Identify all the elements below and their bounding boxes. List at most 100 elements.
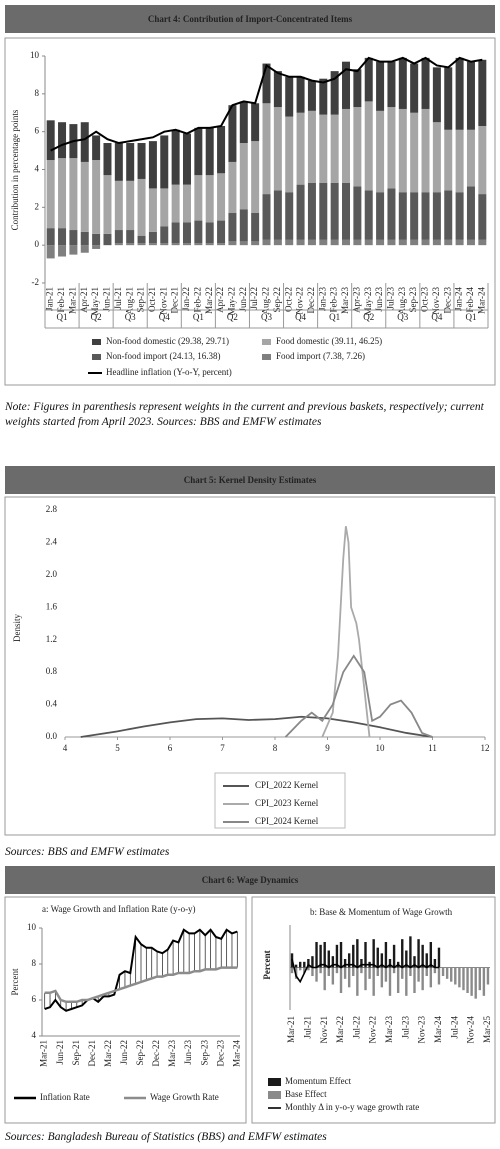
bar bbox=[319, 967, 322, 974]
x-tick-label: Mar-21 bbox=[67, 287, 77, 314]
bar bbox=[323, 967, 326, 991]
bar-segment bbox=[148, 188, 157, 232]
bar bbox=[339, 942, 343, 968]
quarter-label: Q3 bbox=[125, 312, 136, 322]
x-tick-label: Sep-22 bbox=[272, 287, 282, 313]
bar bbox=[392, 944, 396, 968]
bar bbox=[388, 959, 392, 968]
legend-swatch bbox=[268, 1078, 281, 1086]
bar bbox=[441, 967, 445, 976]
bar bbox=[339, 967, 343, 993]
bar bbox=[315, 967, 318, 982]
bar-segment bbox=[171, 184, 180, 223]
x-tick-label: Mar-24 bbox=[433, 1016, 443, 1043]
x-tick-label: Nov-24 bbox=[466, 1016, 476, 1044]
bar-segment bbox=[421, 192, 430, 240]
y-tick-label: 1.2 bbox=[46, 634, 57, 644]
x-tick-label: Nov-23 bbox=[431, 287, 441, 315]
bar-segment bbox=[455, 239, 464, 246]
bar bbox=[315, 942, 318, 968]
bar-segment bbox=[319, 114, 328, 183]
bar-segment bbox=[160, 243, 169, 246]
bar-segment bbox=[410, 239, 419, 246]
x-tick-label: May-23 bbox=[363, 287, 373, 316]
x-tick-label: Jul-22 bbox=[249, 287, 259, 310]
x-tick-label: Jul-21 bbox=[302, 1016, 312, 1039]
bar-segment bbox=[239, 101, 248, 144]
bar-segment bbox=[319, 239, 328, 246]
bar-segment bbox=[80, 245, 89, 253]
y-tick-label: 0.0 bbox=[46, 731, 58, 741]
bar-segment bbox=[444, 239, 453, 246]
x-tick-label: Dec-23 bbox=[215, 1040, 225, 1067]
x-tick-label: Apr-23 bbox=[351, 287, 361, 313]
x-tick-label: Nov-23 bbox=[417, 1016, 427, 1044]
bar bbox=[311, 967, 314, 976]
bar bbox=[319, 944, 322, 968]
x-tick-label: 12 bbox=[481, 743, 490, 753]
bar-segment bbox=[58, 158, 67, 229]
legend-label: Food domestic (39.11, 46.25) bbox=[276, 336, 382, 346]
x-tick-label: Oct-22 bbox=[283, 287, 293, 312]
bar-segment bbox=[319, 182, 328, 240]
bar-segment bbox=[273, 239, 282, 246]
panel bbox=[251, 896, 496, 1124]
bar-segment bbox=[160, 188, 169, 227]
bar-segment bbox=[46, 245, 55, 259]
x-tick-label: Mar-21 bbox=[39, 1040, 49, 1067]
bar-segment bbox=[444, 67, 453, 130]
bar bbox=[445, 967, 449, 979]
y-axis-label: Percent bbox=[10, 968, 20, 995]
y-tick-label: 4 bbox=[35, 164, 40, 174]
bar bbox=[352, 944, 355, 968]
legend-label: Non-food domestic (29.38, 29.71) bbox=[106, 336, 229, 346]
bar-segment bbox=[432, 239, 441, 246]
bar-segment bbox=[251, 141, 260, 214]
x-tick-label: Mar-24 bbox=[231, 1040, 241, 1067]
bar bbox=[458, 967, 461, 988]
x-tick-label: Nov-21 bbox=[319, 1016, 329, 1044]
x-tick-label: Nov-22 bbox=[295, 287, 305, 315]
x-tick-label: Sep-21 bbox=[71, 1040, 81, 1066]
bar-segment bbox=[103, 143, 112, 176]
bar bbox=[429, 967, 433, 988]
bar-segment bbox=[421, 239, 430, 246]
bar-segment bbox=[387, 188, 396, 240]
x-tick-label: Jun-22 bbox=[119, 1040, 129, 1065]
bar bbox=[327, 950, 330, 968]
bar-segment bbox=[114, 243, 123, 246]
bar-segment bbox=[239, 209, 248, 242]
bar-segment bbox=[262, 103, 271, 195]
bar-segment bbox=[364, 57, 373, 102]
legend-label: Base Effect bbox=[285, 1089, 327, 1099]
bar bbox=[417, 967, 420, 982]
bar-segment bbox=[80, 231, 89, 246]
y-tick-label: 2 bbox=[35, 201, 40, 211]
quarter-label: Q3 bbox=[261, 312, 272, 322]
bar bbox=[364, 942, 367, 968]
bar bbox=[392, 967, 396, 974]
bar-segment bbox=[251, 103, 260, 142]
density-line bbox=[80, 715, 433, 738]
x-tick-label: Nov-21 bbox=[158, 287, 168, 315]
bar-segment bbox=[273, 71, 282, 108]
header-title: Chart 5: Kernel Density Estimates bbox=[184, 475, 317, 485]
legend-swatch bbox=[262, 339, 271, 345]
bar-segment bbox=[353, 239, 362, 246]
bar-segment bbox=[353, 107, 362, 187]
quarter-label: Q2 bbox=[227, 312, 238, 322]
bar-segment bbox=[398, 108, 407, 193]
bar-segment bbox=[182, 243, 191, 246]
bar bbox=[380, 967, 384, 988]
bar bbox=[294, 964, 298, 968]
x-tick-label: Dec-23 bbox=[442, 287, 452, 314]
legend-label: CPI_2023 Kernel bbox=[255, 798, 319, 808]
bar-segment bbox=[319, 78, 328, 115]
bar bbox=[421, 944, 424, 968]
bar-segment bbox=[296, 184, 305, 240]
bar-segment bbox=[342, 182, 351, 240]
bar bbox=[343, 967, 347, 979]
legend-label: Headline inflation (Y-o-Y, percent) bbox=[106, 367, 232, 377]
